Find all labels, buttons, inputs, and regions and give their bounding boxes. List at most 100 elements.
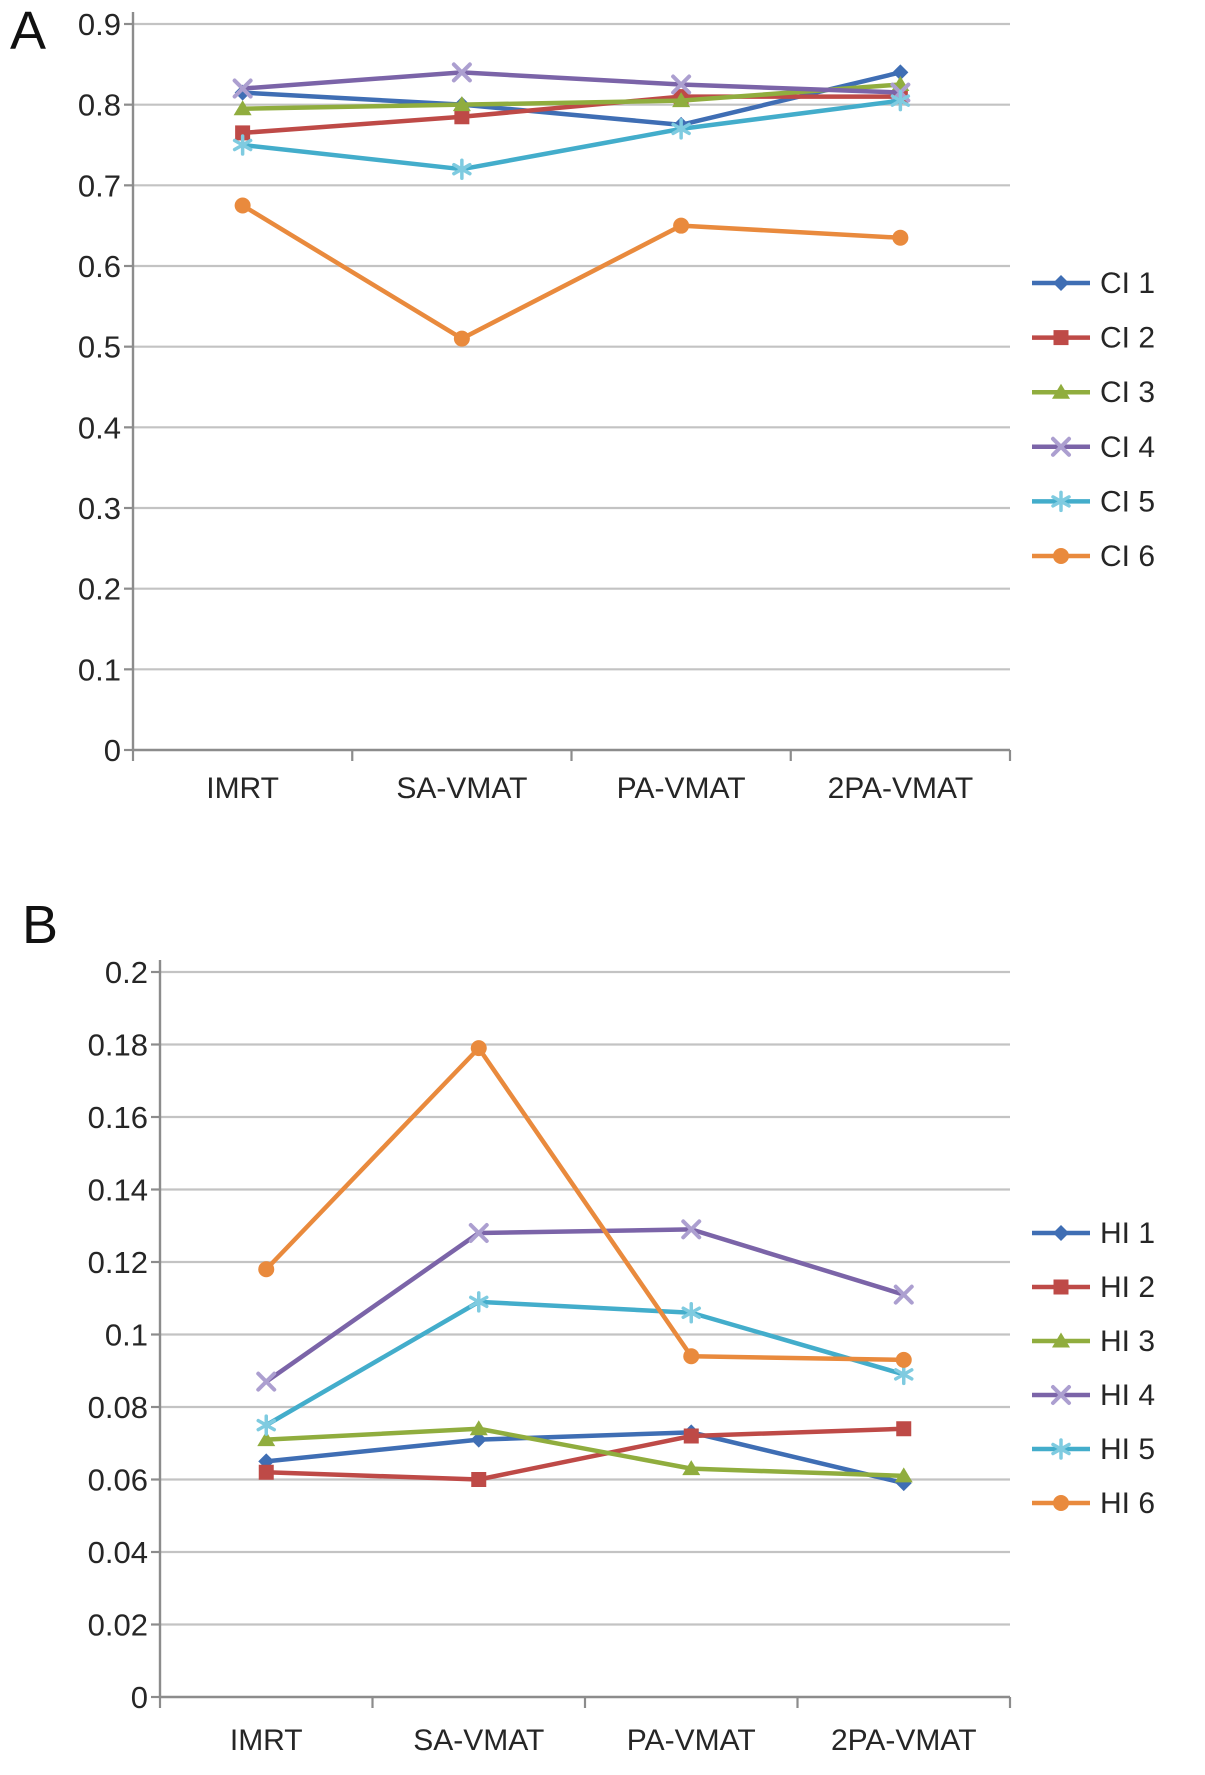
legend-item-hi-6: HI 6 [1032, 1487, 1155, 1520]
y-tick-label: 0.3 [78, 491, 121, 526]
y-tick-label: 0.14 [88, 1173, 148, 1208]
square-marker [235, 125, 251, 141]
x-tick-label: PA-VMAT [627, 1724, 756, 1757]
x-tick-label: 2PA-VMAT [831, 1724, 977, 1757]
circle-marker [470, 1040, 487, 1057]
y-tick-label: 0.6 [78, 249, 121, 284]
asterisk-marker [469, 1291, 489, 1313]
y-tick-label: 0.06 [88, 1463, 148, 1498]
series-line [240, 82, 903, 111]
y-tick-label: 0.4 [78, 410, 121, 445]
legend-label: HI 6 [1100, 1487, 1155, 1520]
legend-label: CI 1 [1100, 267, 1155, 300]
legend-label: CI 2 [1100, 322, 1155, 355]
diamond-marker [1053, 1225, 1069, 1241]
legend-item-hi-2: HI 2 [1032, 1271, 1155, 1304]
x-tick-label: IMRT [206, 772, 279, 805]
x-tick-label: 2PA-VMAT [828, 772, 974, 805]
series-line [264, 1045, 906, 1363]
x-marker [671, 74, 692, 95]
series-line [264, 1227, 906, 1384]
series-line [264, 1430, 906, 1486]
panel-b: 0.2 0.18 0.16 0.14 0.12 0.1 0.08 0.06 0.04 0.02 0 I… [0, 820, 1205, 1775]
circle-marker [1053, 548, 1069, 564]
legend: HI 1 HI 2 HI 3 HI 4 HI 5 HI 6 [1032, 1217, 1155, 1520]
circle-marker [453, 330, 470, 347]
x-marker [468, 1223, 489, 1243]
asterisk-marker [1051, 1438, 1071, 1460]
legend-label: HI 2 [1100, 1271, 1155, 1304]
y-tick-label: 0.16 [88, 1100, 148, 1135]
y-tick-label: 0 [131, 1680, 148, 1715]
square-marker [258, 1464, 274, 1480]
square-marker [1053, 1279, 1069, 1295]
circle-marker [892, 229, 909, 246]
triangle-marker [233, 100, 252, 116]
series-hi-2 [258, 1421, 912, 1487]
x-marker [1051, 1385, 1071, 1405]
legend-item-ci-2: CI 2 [1032, 322, 1155, 355]
series-line [264, 1426, 906, 1482]
series-hi-6 [258, 1040, 912, 1368]
circle-marker [673, 217, 690, 234]
y-tick-label: 0.12 [88, 1245, 148, 1280]
series-ci-5 [232, 89, 911, 180]
triangle-marker [1052, 1332, 1070, 1348]
y-tick-label: 0.04 [88, 1535, 148, 1570]
hi-line-chart: 0.2 0.18 0.16 0.14 0.12 0.1 0.08 0.06 0.04 0.02 0 I… [88, 955, 1155, 1757]
square-marker [896, 1421, 912, 1437]
x-tick-label: SA-VMAT [413, 1724, 544, 1757]
y-tick-label: 0.02 [88, 1608, 148, 1643]
x-marker [256, 1371, 277, 1392]
panel-a: 0.9 0.8 0.7 0.6 0.5 0.4 0.3 0.2 0.1 0 IMRT SA-VMAT P… [0, 0, 1205, 820]
circle-marker [1053, 1495, 1069, 1511]
y-tick-label: 0.9 [78, 7, 121, 42]
y-tick-label: 0.8 [78, 88, 121, 123]
x-marker [451, 62, 472, 83]
legend-label: CI 4 [1100, 431, 1155, 464]
asterisk-marker [894, 1363, 914, 1386]
y-tick-label: 0.5 [78, 330, 121, 365]
triangle-marker [1052, 383, 1070, 399]
x-tick-label: PA-VMAT [617, 772, 746, 805]
square-marker [454, 109, 470, 125]
asterisk-marker [232, 134, 253, 156]
diamond-marker [892, 64, 909, 81]
legend-item-hi-1: HI 1 [1032, 1217, 1155, 1250]
legend-item-ci-5: CI 5 [1032, 485, 1155, 518]
triangle-marker [469, 1420, 488, 1436]
series-ci-3 [233, 76, 910, 116]
asterisk-marker [1051, 490, 1071, 513]
circle-marker [258, 1261, 275, 1278]
legend-item-ci-1: CI 1 [1032, 267, 1155, 300]
triangle-marker [257, 1431, 276, 1447]
y-tick-label: 0 [104, 733, 121, 768]
legend-label: HI 1 [1100, 1217, 1155, 1250]
y-tick-label: 0.7 [78, 168, 121, 203]
series-line [264, 1426, 906, 1479]
legend-label: CI 5 [1100, 485, 1155, 518]
circle-marker [683, 1348, 700, 1365]
y-tick-label: 0.18 [88, 1028, 148, 1063]
square-marker [471, 1472, 487, 1487]
series-ci-4 [232, 62, 911, 103]
series-ci-6 [234, 197, 909, 347]
legend-label: HI 4 [1100, 1379, 1155, 1412]
series-hi-3 [257, 1420, 913, 1483]
x-marker [893, 1284, 914, 1305]
y-tick-label: 0.1 [105, 1318, 148, 1353]
legend-item-ci-3: CI 3 [1032, 376, 1155, 409]
y-tick-label: 0.08 [88, 1390, 148, 1425]
legend-label: HI 5 [1100, 1433, 1155, 1466]
x-marker [232, 78, 253, 99]
diamond-marker [1053, 275, 1069, 291]
x-tick-label: IMRT [230, 1724, 303, 1757]
series-line [240, 70, 903, 95]
series-line [240, 203, 903, 341]
triangle-marker [682, 1460, 701, 1476]
panel-a-label: A [10, 1, 47, 61]
square-marker [683, 1428, 699, 1444]
ci-line-chart: 0.9 0.8 0.7 0.6 0.5 0.4 0.3 0.2 0.1 0 IMRT SA-VMAT P… [78, 7, 1155, 805]
asterisk-marker [256, 1414, 276, 1436]
legend-item-ci-4: CI 4 [1032, 431, 1155, 464]
